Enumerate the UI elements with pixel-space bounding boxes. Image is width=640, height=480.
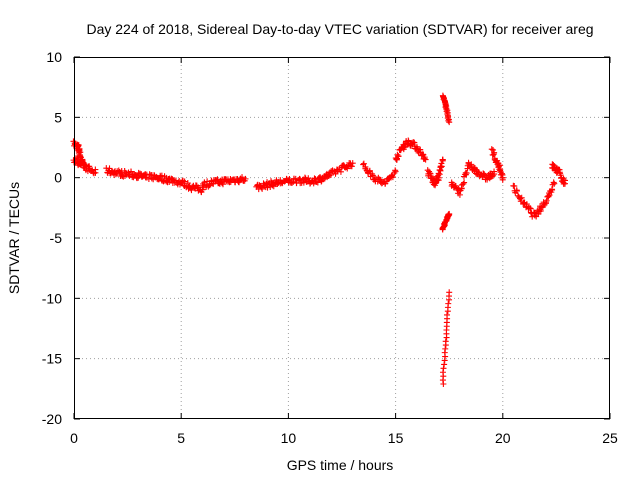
x-axis-label: GPS time / hours	[287, 457, 394, 473]
data-point	[443, 311, 450, 318]
y-tick-label: -5	[50, 230, 63, 246]
data-point	[188, 187, 195, 194]
x-tick-label: 15	[388, 430, 404, 446]
x-tick-label: 5	[177, 430, 185, 446]
data-point	[426, 170, 433, 177]
data-point	[490, 151, 497, 158]
y-tick-label: 10	[46, 49, 62, 65]
data-point	[460, 180, 467, 187]
data-point	[181, 178, 188, 185]
data-point	[290, 178, 297, 185]
data-point	[239, 174, 246, 181]
tick-labels: 0 5 10 15 20 25 -20 -15 -10 -5 0 5 10	[42, 49, 618, 446]
data-point	[518, 194, 525, 201]
data-point	[337, 168, 344, 175]
grid-lines	[73, 56, 611, 420]
data-point	[92, 169, 99, 176]
data-point	[481, 171, 488, 178]
data-point	[495, 162, 502, 169]
data-point	[440, 365, 447, 372]
data-point	[441, 361, 448, 368]
data-point	[349, 160, 356, 167]
data-point	[360, 160, 367, 167]
data-point	[348, 163, 355, 170]
data-point	[305, 175, 312, 182]
data-point	[542, 200, 549, 207]
data-point	[561, 180, 568, 187]
data-point	[219, 180, 226, 187]
data-point	[300, 179, 307, 186]
data-point	[535, 211, 542, 218]
data-point	[206, 182, 213, 189]
data-point	[344, 165, 351, 172]
x-tick-label: 20	[495, 430, 511, 446]
data-point	[411, 139, 418, 146]
x-tick-label: 25	[602, 430, 618, 446]
data-point	[135, 169, 142, 176]
x-tick-label: 10	[281, 430, 297, 446]
data-point	[445, 300, 452, 307]
y-tick-label: -15	[42, 351, 62, 367]
data-point	[456, 191, 463, 198]
data-point	[392, 168, 399, 175]
data-point	[444, 115, 451, 122]
data-point	[538, 204, 545, 211]
y-tick-label: -10	[42, 290, 62, 306]
data-point	[537, 207, 544, 214]
data-point	[488, 146, 495, 153]
data-point	[438, 163, 445, 170]
data-point	[366, 167, 373, 174]
data-point	[219, 181, 226, 188]
data-point	[446, 119, 453, 126]
data-point	[389, 174, 396, 181]
data-point	[491, 171, 498, 178]
data-point	[369, 172, 376, 179]
data-point	[314, 179, 321, 186]
data-point	[494, 157, 501, 164]
data-point	[461, 179, 468, 186]
data-point	[376, 176, 383, 183]
data-point	[442, 345, 449, 352]
data-point	[442, 338, 449, 345]
data-point	[148, 175, 155, 182]
data-point	[126, 172, 133, 179]
data-point	[391, 169, 398, 176]
chart-title: Day 224 of 2018, Sidereal Day-to-day VTE…	[86, 21, 593, 37]
data-point	[422, 156, 429, 163]
data-point	[242, 175, 249, 182]
data-point	[550, 179, 557, 186]
data-point	[439, 156, 446, 163]
data-point	[551, 180, 558, 187]
data-point	[513, 188, 520, 195]
data-points	[70, 92, 569, 388]
y-axis-label: SDTVAR / TECUs	[6, 182, 22, 294]
y-tick-label: 0	[54, 170, 62, 186]
data-point	[435, 174, 442, 181]
data-point	[543, 197, 550, 204]
plot-frame	[74, 57, 610, 419]
data-point	[527, 205, 534, 212]
data-point	[421, 155, 428, 162]
data-point	[112, 171, 119, 178]
y-tick-label: 5	[54, 109, 62, 125]
data-point	[264, 184, 271, 191]
x-tick-label: 0	[70, 430, 78, 446]
y-tick-label: -20	[42, 411, 62, 427]
data-point	[499, 174, 506, 181]
data-point	[443, 108, 450, 115]
data-point	[77, 149, 84, 156]
data-point	[463, 170, 470, 177]
data-point	[446, 210, 453, 217]
data-point	[549, 186, 556, 193]
data-point	[541, 201, 548, 208]
data-point	[395, 153, 402, 160]
data-point	[445, 117, 452, 124]
data-point	[446, 289, 453, 296]
data-point	[312, 176, 319, 183]
